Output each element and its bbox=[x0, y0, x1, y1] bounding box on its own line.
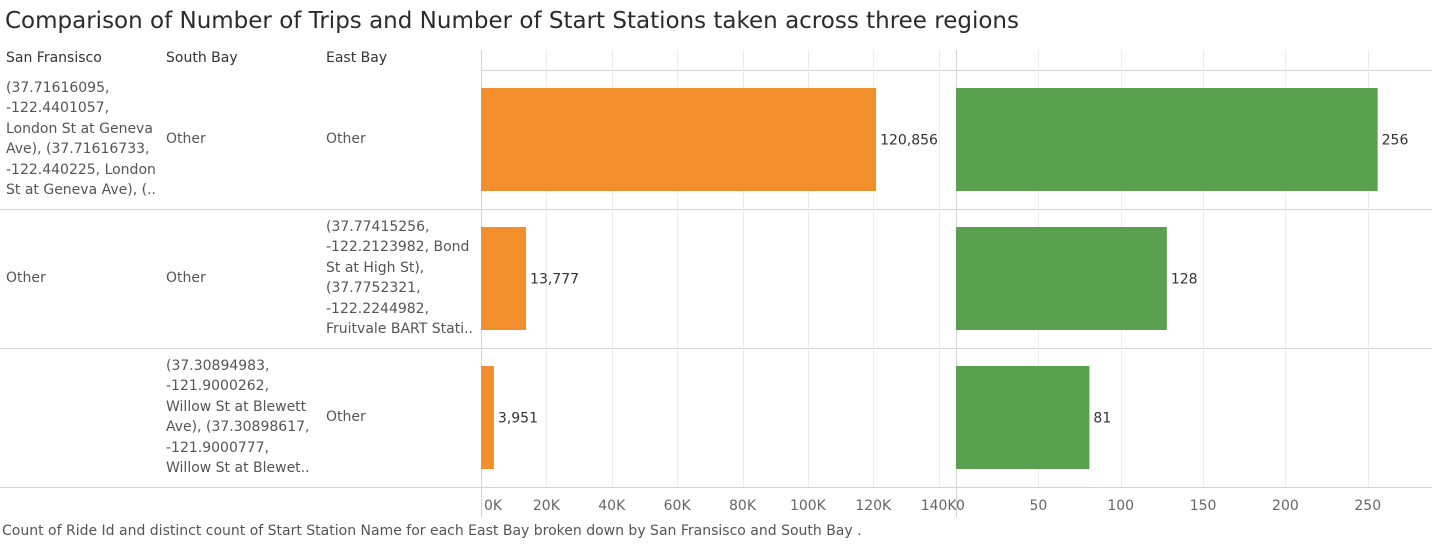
panel-2-bar-label-1: 256 bbox=[1382, 133, 1409, 149]
panel-1-bar-1 bbox=[481, 88, 877, 191]
chart-title: Comparison of Number of Trips and Number… bbox=[5, 8, 1019, 34]
panel-1-tick-label-6: 120K bbox=[855, 498, 892, 514]
row-3-south-bay-cell: (37.30894983, -121.9000262, Willow St at… bbox=[166, 354, 310, 480]
panel-2-bar-label-2: 128 bbox=[1171, 272, 1198, 288]
row-2-south-bay-cell: Other bbox=[166, 209, 206, 348]
header-south-bay: South Bay bbox=[166, 50, 238, 66]
panel-2-tick-label-2: 100 bbox=[1107, 498, 1134, 514]
panel-1-bar-label-3: 3,951 bbox=[498, 411, 538, 427]
panel-1-tick-label-4: 80K bbox=[729, 498, 757, 514]
panel-2-tick-label-4: 200 bbox=[1272, 498, 1299, 514]
panel-2-bar-label-3: 81 bbox=[1093, 411, 1111, 427]
panel-1-tick-label-2: 40K bbox=[598, 498, 626, 514]
panel-1-tick-label-5: 100K bbox=[790, 498, 827, 514]
panel-1-tick-label-7: 140K bbox=[921, 498, 958, 514]
panel-2-tick-label-0: 0 bbox=[956, 498, 965, 514]
row-3-east-bay-cell: Other bbox=[326, 348, 366, 487]
panel-1-bar-label-2: 13,777 bbox=[530, 272, 579, 288]
panel-1-tick-label-3: 60K bbox=[664, 498, 692, 514]
panel-1-bar-label-1: 120,856 bbox=[880, 133, 938, 149]
row-1-east-bay-cell: Other bbox=[326, 70, 366, 209]
row-1-south-bay-text: Other bbox=[166, 131, 206, 148]
row-3-south-bay-text: (37.30894983, -121.9000262, Willow St at… bbox=[166, 357, 310, 477]
row-2-san-francisco-cell: Other bbox=[6, 209, 46, 347]
panel-2-bar-2 bbox=[956, 227, 1167, 330]
panel-2-tick-label-5: 250 bbox=[1354, 498, 1381, 514]
panel-1-bar-2 bbox=[481, 227, 527, 330]
panel-1-bar-3 bbox=[481, 366, 494, 469]
header-east-bay: East Bay bbox=[326, 50, 388, 66]
panel-2-tick-label-3: 150 bbox=[1190, 498, 1217, 514]
row-2-south-bay-text: Other bbox=[166, 270, 206, 287]
panel-1-tick-label-1: 20K bbox=[533, 498, 561, 514]
panel-2-bar-1 bbox=[956, 88, 1378, 191]
row-1-east-bay-text: Other bbox=[326, 131, 366, 148]
row-2-san-francisco-text: Other bbox=[6, 269, 46, 286]
panel-2-bar-3 bbox=[956, 366, 1090, 469]
panel-2-tick-label-1: 50 bbox=[1029, 498, 1047, 514]
row-2-east-bay-text: (37.77415256, -122.2123982, Bond St at H… bbox=[326, 218, 473, 338]
row-1-san-francisco-cell: (37.71616095, -122.4401057, London St at… bbox=[6, 76, 156, 202]
row-1-san-francisco-text: (37.71616095, -122.4401057, London St at… bbox=[6, 79, 156, 199]
header-san-francisco: San Fransisco bbox=[6, 50, 102, 66]
panel-1-tick-label-0: 0K bbox=[484, 498, 503, 514]
row-1-south-bay-cell: Other bbox=[166, 70, 206, 209]
row-2-east-bay-cell: (37.77415256, -122.2123982, Bond St at H… bbox=[326, 215, 473, 341]
row-3-east-bay-text: Other bbox=[326, 409, 366, 426]
chart-caption: Count of Ride Id and distinct count of S… bbox=[2, 523, 862, 539]
